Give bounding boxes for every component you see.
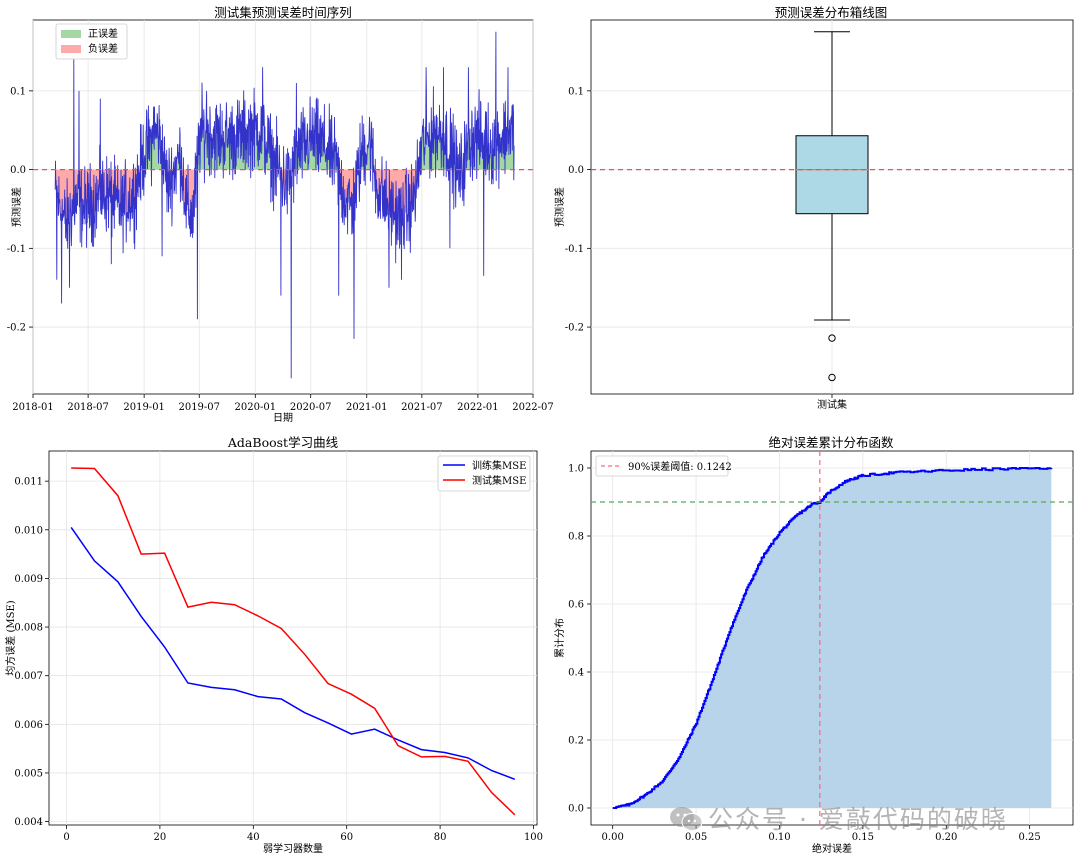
p1-y-tick-label: 0.1 — [10, 86, 26, 97]
p3-legend-train-label: 训练集MSE — [472, 459, 526, 472]
p2-outlier — [828, 373, 836, 382]
p4-y-ticks: 0.0 0.2 0.4 0.6 0.8 1.0 — [568, 464, 591, 815]
p3-x-tick-label: 100 — [524, 832, 543, 843]
watermark: 公众号 · 爱敲代码的破晓 — [708, 805, 1008, 834]
p3-y-ticks: 0.004 0.005 0.006 0.007 0.008 0.009 0.010 0.011 — [14, 477, 49, 828]
p4-ylabel: 累计分布 — [553, 618, 566, 658]
p1-x-tick-label: 2021-07 — [401, 402, 443, 413]
p4-cdf-fill — [612, 468, 1052, 808]
p2-y-tick-label: -0.1 — [565, 244, 584, 255]
p1-x-ticks: 2018-01 2018-07 2019-01 2019-07 2020-01 2020-… — [12, 394, 554, 413]
p3-x-tick-label: 20 — [154, 832, 167, 843]
p1-x-tick-label: 2020-07 — [290, 402, 332, 413]
p1-ylabel: 预测误差 — [10, 187, 23, 227]
p2-y-tick-label: 0.0 — [568, 165, 584, 176]
p4-x-ticks: 0.00 0.05 0.10 0.15 0.20 0.25 — [602, 825, 1041, 843]
p1-xlabel: 日期 — [273, 412, 293, 424]
p3-x-tick-label: 0 — [63, 832, 69, 843]
p4-y-tick-label: 0.0 — [568, 804, 584, 815]
p3-title: AdaBoost学习曲线 — [227, 435, 339, 450]
p3-legend-test-label: 测试集MSE — [472, 474, 526, 487]
p1-y-tick-label: 0.0 — [10, 165, 26, 176]
p1-y-ticks: -0.2 -0.1 0.0 0.1 — [7, 86, 33, 334]
p4-x-tick-label: 0.20 — [935, 832, 957, 843]
p4-y-tick-label: 0.6 — [568, 600, 584, 611]
p4-y-tick-label: 0.4 — [568, 668, 584, 679]
p1-title: 测试集预测误差时间序列 — [214, 5, 352, 20]
p3-ylabel: 均方误差 (MSE) — [4, 600, 17, 675]
p3-lines — [70, 467, 516, 816]
p4-x-tick-label: 0.00 — [602, 832, 624, 843]
p3-y-tick-label: 0.007 — [14, 671, 43, 682]
p1-legend-swatch-pos — [61, 30, 81, 38]
p2-category: 测试集 — [817, 398, 847, 411]
p4-area — [591, 451, 1073, 825]
p3-x-tick-label: 40 — [247, 832, 260, 843]
panel-learning-curve: AdaBoost学习曲线 0 20 40 60 80 100 0.0040.0050.00… — [4, 435, 543, 855]
p1-x-tick-label: 2018-01 — [12, 402, 54, 413]
p3-y-tick-label: 0.011 — [14, 477, 43, 488]
p2-ylabel: 预测误差 — [553, 187, 566, 227]
p1-legend: 正误差 负误差 — [55, 23, 128, 60]
p4-y-tick-label: 0.2 — [568, 736, 584, 747]
p2-box-iqr — [795, 135, 869, 215]
p1-legend-pos-label: 正误差 — [88, 27, 118, 40]
p3-y-tick-label: 0.005 — [14, 768, 43, 779]
panel-error-timeseries: 测试集预测误差时间序列 2018-01 2018-07 2019-01 2019-07… — [7, 5, 554, 424]
p2-title: 预测误差分布箱线图 — [775, 5, 888, 20]
p1-legend-neg-label: 负误差 — [88, 42, 118, 55]
p1-x-tick-label: 2022-01 — [457, 402, 499, 413]
p2-y-tick-label: 0.1 — [568, 86, 584, 97]
p4-xlabel: 绝对误差 — [812, 842, 852, 855]
p4-legend: 90%误差阈值: 0.1242 — [595, 455, 732, 477]
p3-frame — [48, 450, 538, 826]
p1-x-tick-label: 2021-01 — [346, 402, 388, 413]
wechat-icon — [670, 807, 703, 831]
p3-y-tick-label: 0.006 — [14, 720, 43, 731]
p3-train-line — [70, 526, 516, 781]
p3-y-tick-label: 0.009 — [14, 574, 43, 585]
panel-boxplot: 预测误差分布箱线图 -0.2 -0.1 0.0 0.1 测试集 预测误差 — [553, 5, 1074, 411]
p4-title: 绝对误差累计分布函数 — [768, 435, 894, 450]
p1-legend-swatch-neg — [61, 45, 81, 53]
p1-x-tick-label: 2019-07 — [178, 402, 220, 413]
p4-x-tick-label: 0.05 — [685, 832, 707, 843]
p2-y-tick-label: -0.2 — [565, 323, 584, 334]
p3-y-tick-label: 0.010 — [14, 525, 43, 536]
p3-y-tick-label: 0.004 — [14, 817, 43, 828]
p1-error-line — [54, 31, 515, 379]
p4-x-tick-label: 0.10 — [768, 832, 790, 843]
p1-x-tick-label: 2019-01 — [123, 402, 165, 413]
p4-cdf-line — [612, 467, 1053, 809]
p2-y-ticks: -0.2 -0.1 0.0 0.1 — [565, 86, 591, 334]
p3-xlabel: 弱学习器数量 — [263, 842, 323, 855]
p1-x-tick-label: 2020-01 — [235, 402, 277, 413]
p3-test-line — [71, 467, 516, 816]
p1-y-tick-label: -0.2 — [7, 323, 26, 334]
p4-x-tick-label: 0.15 — [852, 832, 874, 843]
p4-x-tick-label: 0.25 — [1019, 832, 1041, 843]
p3-y-tick-label: 0.008 — [14, 623, 43, 634]
p4-legend-box — [595, 455, 729, 477]
p3-x-tick-label: 60 — [340, 832, 353, 843]
p4-y-tick-label: 0.8 — [568, 532, 584, 543]
p3-x-tick-label: 80 — [434, 832, 447, 843]
p1-fill-positive — [55, 31, 515, 170]
p4-legend-label: 90%误差阈值: 0.1242 — [628, 460, 732, 473]
p4-y-tick-label: 1.0 — [568, 464, 584, 475]
p3-x-ticks: 0 20 40 60 80 100 — [63, 825, 543, 843]
p1-line — [33, 31, 533, 379]
p2-outlier — [828, 334, 836, 342]
p1-y-tick-label: -0.1 — [7, 244, 26, 255]
p3-legend: 训练集MSE 测试集MSE — [437, 455, 531, 492]
p1-x-tick-label: 2022-07 — [512, 402, 554, 413]
panel-cdf: 绝对误差累计分布函数 0.00 0.05 0.10 0.15 0.20 0.25 0.00… — [553, 435, 1074, 855]
p2-box — [591, 31, 1073, 382]
p1-x-tick-label: 2018-07 — [67, 402, 109, 413]
